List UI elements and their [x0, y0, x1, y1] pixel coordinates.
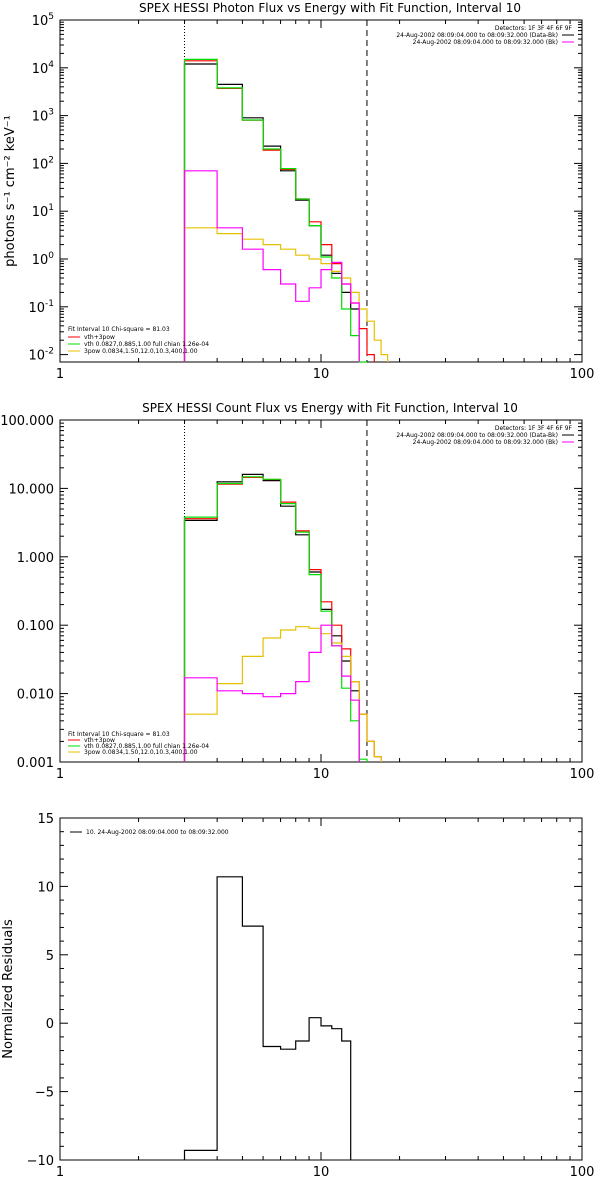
count-flux-legend-fit-interval: Fit Interval 10 Chi-square = 81.03 [68, 731, 170, 738]
photon-flux-x-tick-label: 10 [313, 367, 330, 382]
count-flux-legend-vth: vth 0.0827,0.885,1.00 full chian 1.26e-0… [84, 743, 209, 750]
count-flux-series [183, 473, 382, 762]
count-flux-legend-detectors: Detectors: 1F 3F 4F 6F 9F [495, 425, 573, 432]
photon-flux-legend-bk: 24-Aug-2002 08:09:04.000 to 08:09:32.000… [413, 39, 558, 46]
residuals-y-tick-label: 0 [46, 1017, 54, 1032]
photon-flux-x-tick-label: 1 [56, 367, 64, 382]
count-flux-y-tick-label: 0.010 [17, 688, 54, 703]
photon-flux-legend-fit-interval: Fit Interval 10 Chi-square = 81.03 [68, 326, 170, 333]
photon-flux-legend-vth: vth 0.0827,0.885,1.00 full chian 1.26e-0… [84, 341, 209, 348]
photon-flux-y-axis-label: photons s⁻¹ cm⁻² keV⁻¹ [3, 115, 18, 267]
photon-flux-legend-top-right: Detectors: 1F 3F 4F 6F 9F 24-Aug-2002 08… [396, 25, 574, 46]
photon-flux-legend-detectors: Detectors: 1F 3F 4F 6F 9F [495, 25, 573, 32]
photon-flux-panel: SPEX HESSI Photon Flux vs Energy with Fi… [3, 1, 594, 382]
count-flux-y-tick-label: 0.100 [17, 619, 54, 634]
photon-flux-y-tick-label: 10-2 [28, 347, 54, 364]
count-flux-series-line [183, 626, 382, 762]
count-flux-title: SPEX HESSI Count Flux vs Energy with Fit… [142, 401, 518, 415]
count-flux-legend-top-right: Detectors: 1F 3F 4F 6F 9F 24-Aug-2002 08… [396, 425, 574, 446]
residuals-series-line [183, 876, 352, 1160]
residuals-y-axis-label: Normalized Residuals [1, 919, 16, 1059]
photon-flux-markers [184, 20, 368, 362]
count-flux-legend-3pow: 3pow 0.0834,1.50,12.0,10.3,400,1.00 [84, 749, 198, 756]
residuals-x-tick-label: 100 [570, 1165, 595, 1180]
residuals-x-tick-label: 10 [313, 1165, 330, 1180]
residuals-ticks: 1 10 100 −10 −5 0 5 10 15 [27, 812, 595, 1180]
photon-flux-series-line [183, 60, 375, 362]
count-flux-ticks: 1 10 100 0.001 0.010 0.100 1.000 10.000 100.000 [0, 414, 594, 782]
photon-flux-y-tick-label: 101 [32, 203, 54, 220]
photon-flux-y-tick-label: 102 [32, 155, 54, 172]
count-flux-y-tick-label: 10.000 [9, 482, 55, 497]
photon-flux-x-tick-label: 100 [570, 367, 595, 382]
photon-flux-y-tick-label: 104 [32, 60, 55, 77]
residuals-plot-frame [59, 817, 583, 1161]
residuals-y-tick-label: −10 [27, 1154, 54, 1169]
count-flux-series-line [183, 473, 360, 762]
photon-flux-series-line [183, 227, 389, 362]
count-flux-legend-data-bk: 24-Aug-2002 08:09:04.000 to 08:09:32.000… [396, 432, 558, 439]
count-flux-x-tick-label: 1 [56, 767, 64, 782]
count-flux-legend-total: vth+3pow [84, 737, 115, 744]
photon-flux-legend-total: vth+3pow [84, 334, 115, 341]
photon-flux-y-tick-label: 10-1 [28, 299, 54, 316]
residuals-legend: 10. 24-Aug-2002 08:09:04.000 to 08:09:32… [70, 829, 229, 836]
count-flux-y-tick-label: 100.000 [0, 414, 54, 429]
photon-flux-legend-bottom-left: Fit Interval 10 Chi-square = 81.03 vth+3… [68, 326, 209, 355]
photon-flux-series [183, 58, 389, 363]
count-flux-panel: SPEX HESSI Count Flux vs Energy with Fit… [0, 401, 594, 782]
residuals-panel: Normalized Residuals 1 10 100 −10 −5 0 5 10 15 1… [1, 812, 594, 1180]
residuals-x-tick-label: 1 [56, 1165, 64, 1180]
photon-flux-series-line [183, 170, 360, 362]
photon-flux-y-tick-label: 100 [32, 251, 55, 268]
residuals-y-tick-label: 15 [37, 812, 54, 827]
residuals-legend-label: 10. 24-Aug-2002 08:09:04.000 to 08:09:32… [86, 829, 229, 836]
count-flux-y-tick-label: 1.000 [17, 551, 54, 566]
count-flux-x-tick-label: 100 [570, 767, 595, 782]
photon-flux-title: SPEX HESSI Photon Flux vs Energy with Fi… [139, 1, 521, 15]
count-flux-markers [184, 420, 368, 762]
residuals-series [183, 876, 352, 1160]
photon-flux-y-tick-label: 103 [32, 108, 54, 125]
photon-flux-y-tick-label: 105 [32, 12, 54, 29]
count-flux-series-line [183, 476, 368, 762]
residuals-y-tick-label: −5 [35, 1086, 54, 1101]
photon-flux-legend-data-bk: 24-Aug-2002 08:09:04.000 to 08:09:32.000… [396, 32, 558, 39]
photon-flux-ticks: 1 10 100 10-2 10-1 100 101 102 103 104 105 [28, 12, 594, 382]
count-flux-y-tick-label: 0.001 [17, 756, 54, 771]
photon-flux-series-line [183, 58, 367, 363]
photon-flux-legend-3pow: 3pow 0.0834,1.50,12.0,10.3,400,1.00 [84, 348, 198, 355]
residuals-y-tick-label: 10 [37, 880, 54, 895]
residuals-y-tick-label: 5 [46, 949, 54, 964]
count-flux-legend-bk: 24-Aug-2002 08:09:04.000 to 08:09:32.000… [413, 439, 558, 446]
count-flux-series-line [183, 624, 360, 762]
photon-flux-plot-frame [59, 19, 583, 363]
count-flux-legend-bottom-left: Fit Interval 10 Chi-square = 81.03 vth+3… [68, 731, 209, 756]
photon-flux-series-line [183, 63, 360, 362]
count-flux-x-tick-label: 10 [313, 767, 330, 782]
